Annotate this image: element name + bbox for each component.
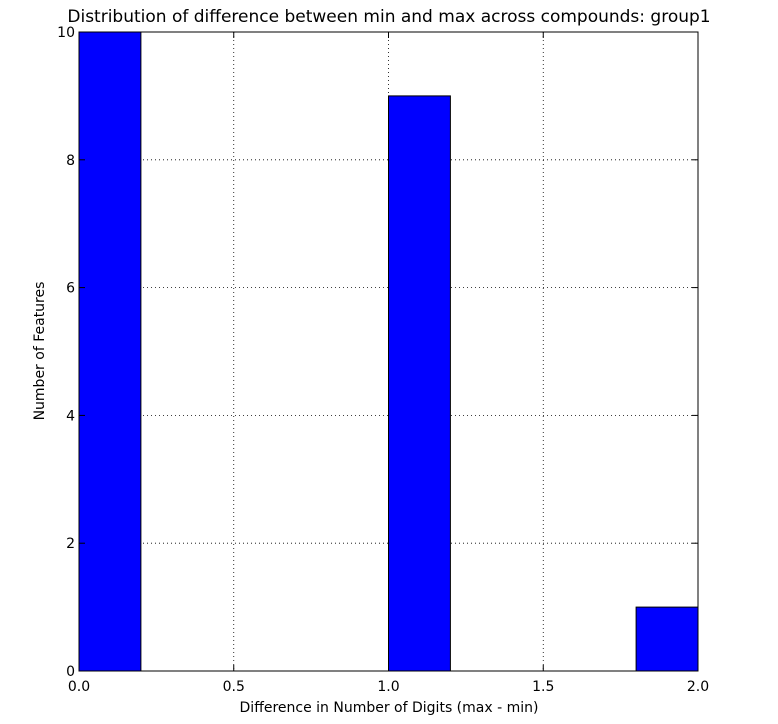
x-tick-label: 1.0 [377,679,399,695]
x-tick-label: 0.0 [68,679,90,695]
x-tick-label: 2.0 [687,679,709,695]
histogram-bar [388,95,451,672]
histogram-bar [78,31,142,672]
y-tick-label: 6 [66,281,75,297]
y-tick-label: 10 [57,25,75,41]
y-axis-label: Number of Features [32,282,48,421]
x-tick-label: 0.5 [223,679,245,695]
x-tick-label: 1.5 [532,679,554,695]
y-tick-label: 0 [66,664,75,680]
bars [78,31,699,672]
histogram-bar [635,606,699,672]
y-tick-label: 4 [66,408,75,424]
y-tick-label: 8 [66,153,75,169]
chart-title: Distribution of difference between min a… [67,7,710,27]
y-tick-label: 2 [66,536,75,552]
x-axis-label: Difference in Number of Digits (max - mi… [240,700,539,716]
axis-ticks: 0.0 0.5 1.0 1.5 2.0 0 2 4 6 8 10 [57,25,709,695]
